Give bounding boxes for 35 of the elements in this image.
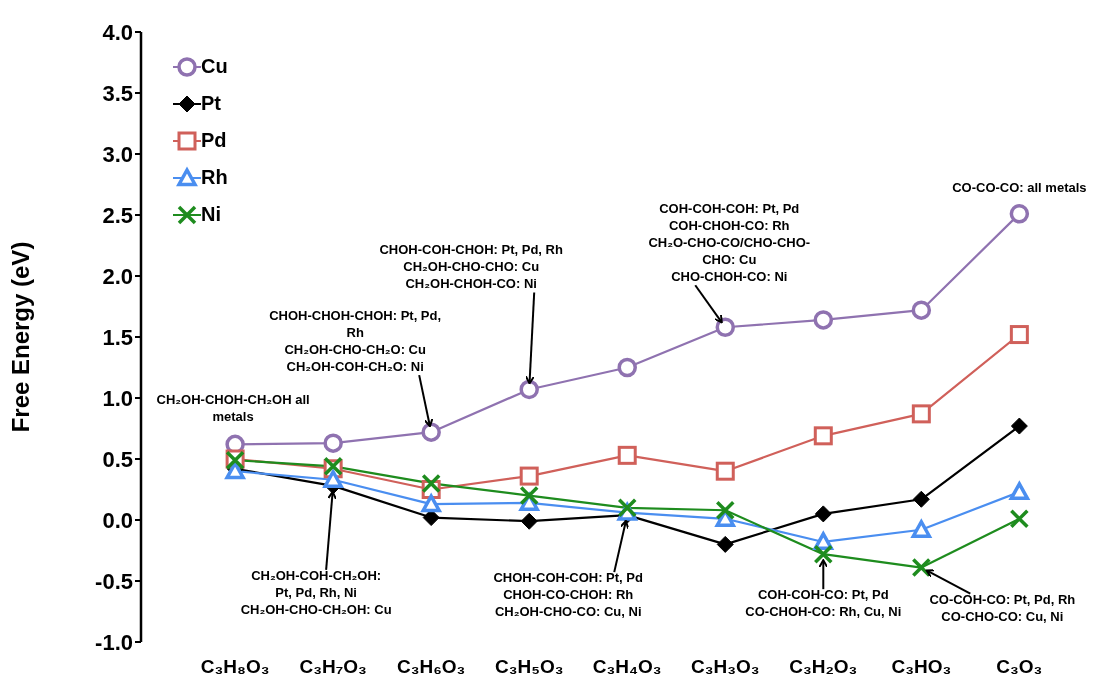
y-tick-label: 2.0 [102,263,133,289]
x-tick-label: C₃H₂O₃ [789,656,858,678]
y-tick-label: 2.5 [102,202,133,228]
legend-label: Ni [201,203,221,226]
annotation: CO-COH-CO: Pt, Pd, Rh CO-CHO-CO: Cu, Ni [929,591,1076,624]
y-tick-label: 0.5 [102,446,133,472]
annotation: CH₂OH-CHOH-CH₂OH all metals [156,392,310,425]
y-tick-label: -1.0 [95,629,133,655]
x-tick-label: C₃O₃ [996,656,1043,678]
x-tick-label: C₃H₃O₃ [690,656,760,678]
annotation: CO-CO-CO: all metals [952,179,1087,195]
x-tick-label: C₃H₆O₃ [396,656,466,678]
y-tick-label: 1.5 [102,324,133,350]
y-tick-label: 4.0 [102,19,133,45]
x-tick-label: C₃H₅O₃ [494,656,564,678]
annotation: COH-COH-COH: Pt, Pd COH-CHOH-CO: Rh CH₂O-CHO-CO/CHO-CHO- CHO: Cu CHO-CHOH-CO: Ni [648,201,811,285]
y-tick-label: 0.0 [102,507,133,533]
y-tick-label: 3.5 [102,80,133,106]
annotation: CH₂OH-COH-CH₂OH: Pt, Pd, Rh, Ni CH₂OH-CHO-CH₂OH: Cu [240,567,392,617]
legend-label: Cu [201,55,228,78]
x-tick-label: C₃H₄O₃ [592,656,662,678]
y-axis-title: Free Energy (eV) [6,241,34,433]
annotation: CHOH-CHOH-CHOH: Pt, Pd, Rh CH₂OH-CHO-CH₂O: Cu CH₂OH-COH-CH₂O: Ni [269,308,442,375]
y-tick-label: 1.0 [102,385,133,411]
legend-label: Pt [201,92,221,115]
x-tick-label: C₃H₈O₃ [200,656,270,678]
x-tick-label: C₃HO₃ [891,656,952,678]
annotation: CHOH-COH-COH: Pt, Pd CHOH-CO-CHOH: Rh CH₂OH-CHO-CO: Cu, Ni [493,570,644,620]
x-tick-label: C₃H₇O₃ [299,656,367,678]
annotation: COH-COH-CO: Pt, Pd CO-CHOH-CO: Rh, Cu, Ni [745,587,902,620]
annotation: CHOH-COH-CHOH: Pt, Pd, Rh CH₂OH-CHO-CHO: Cu CH₂OH-CHOH-CO: Ni [379,242,563,292]
legend-label: Pd [201,129,227,152]
y-tick-label: -0.5 [95,568,133,594]
y-tick-label: 3.0 [102,141,133,167]
legend-label: Rh [201,166,228,189]
